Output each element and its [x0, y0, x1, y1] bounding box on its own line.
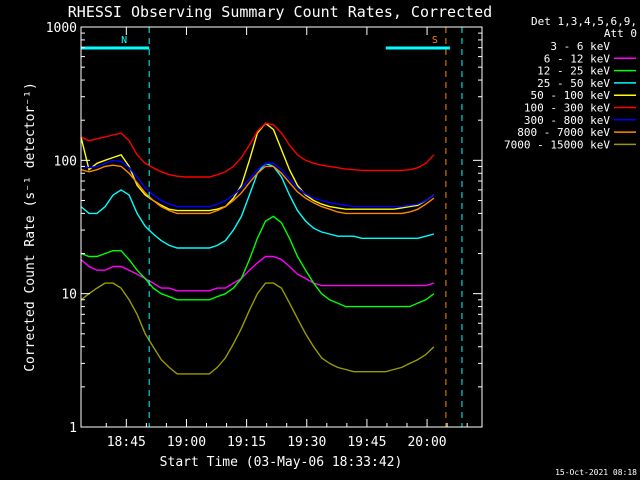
y-tick-label: 1	[69, 421, 77, 436]
y-axis: 1 10 100 1000	[46, 21, 482, 436]
annotation-label-s: S	[432, 35, 438, 46]
legend-label-6-12-kev: 6 - 12 keV	[544, 52, 611, 65]
x-axis: 18:45 19:00 19:15 19:30 19:45 20:00	[105, 27, 468, 450]
legend-label-7000-15000-kev: 7000 - 15000 keV	[504, 138, 610, 151]
series-line-300-800-kev	[80, 159, 435, 208]
series-line-800-7000-kev	[80, 164, 435, 215]
legend-label-800-7000-kev: 800 - 7000 keV	[517, 126, 610, 139]
series-line-50-100-kev	[80, 122, 435, 212]
legend-label-50-100-kev: 50 - 100 keV	[531, 89, 611, 102]
x-tick-label: 19:00	[167, 435, 206, 450]
y-axis-label: Corrected Count Rate (s⁻¹ detector⁻¹)	[23, 82, 38, 372]
y-tick-label: 1000	[46, 21, 77, 36]
x-tick-label: 18:45	[107, 435, 146, 450]
x-tick-label: 19:45	[347, 435, 386, 450]
footer-timestamp: 15-Oct-2021 08:18	[555, 468, 637, 477]
x-tick-label: 19:15	[227, 435, 266, 450]
legend-label-100-300-kev: 100 - 300 keV	[524, 102, 610, 115]
legend-header: Att 0	[604, 27, 637, 40]
x-tick-label: 20:00	[407, 435, 446, 450]
legend-label-12-25-kev: 12 - 25 keV	[537, 65, 610, 78]
plot-frame	[80, 26, 483, 428]
legend-label-3-6-kev: 3 - 6 keV	[550, 40, 610, 53]
series-line-100-300-kev	[80, 122, 435, 178]
y-tick-label: 10	[61, 288, 77, 303]
annotation-label-n: N	[121, 35, 127, 46]
chart-title: RHESSI Observing Summary Count Rates, Co…	[68, 3, 492, 21]
series-layer	[80, 122, 435, 428]
legend-header: Det 1,3,4,5,6,9,	[531, 15, 637, 28]
series-line-7000-15000-kev	[80, 282, 435, 375]
x-tick-label: 19:30	[287, 435, 326, 450]
series-line-12-25-kev	[80, 215, 435, 308]
y-tick-label: 100	[54, 154, 77, 169]
legend-label-25-50-kev: 25 - 50 keV	[537, 77, 610, 90]
legend-label-300-800-kev: 300 - 800 keV	[524, 114, 610, 127]
series-line-6-12-kev	[80, 255, 435, 292]
x-axis-label: Start Time (03-May-06 18:33:42)	[160, 455, 403, 470]
